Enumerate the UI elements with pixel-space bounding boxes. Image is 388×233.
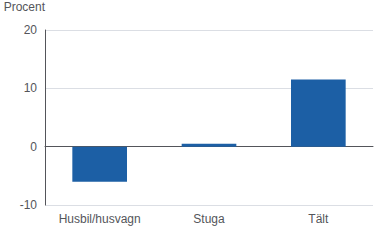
svg-text:10: 10: [24, 81, 38, 95]
svg-text:Procent: Procent: [4, 0, 46, 14]
svg-text:20: 20: [24, 23, 38, 37]
svg-text:Tält: Tält: [308, 212, 329, 226]
svg-text:0: 0: [30, 140, 37, 154]
svg-text:Stuga: Stuga: [193, 212, 225, 226]
svg-text:Husbil/husvagn: Husbil/husvagn: [59, 212, 141, 226]
svg-text:-10: -10: [20, 198, 38, 212]
